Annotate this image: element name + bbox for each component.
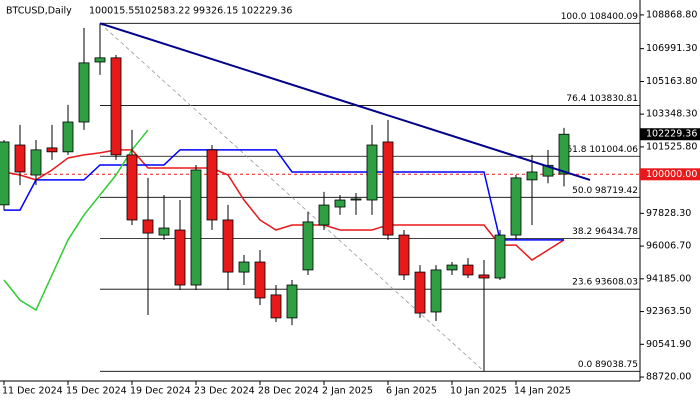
candle-body: [494, 234, 506, 279]
candle-body: [110, 57, 122, 156]
y-tick-label: 106991.30: [646, 43, 697, 54]
candle-body: [0, 141, 10, 206]
candle-body: [334, 199, 346, 208]
x-tick-label: 6 Jan 2025: [386, 386, 437, 397]
candle-body: [398, 234, 410, 276]
candle-body: [158, 227, 170, 236]
candle-body: [78, 62, 90, 123]
x-tick-label: 14 Jan 2025: [514, 386, 571, 397]
x-tick-label: 10 Jan 2025: [450, 386, 507, 397]
ohlc-low: 99326.15: [193, 6, 238, 17]
candle-body: [14, 144, 26, 173]
ohlc-close: 102229.36: [241, 6, 292, 17]
candle-body: [302, 221, 314, 271]
ohlc-open: 100015.55: [89, 6, 140, 17]
price-line-box: [640, 168, 700, 181]
indicator-line: [3, 129, 149, 312]
candle-body: [206, 149, 218, 221]
candle-body: [366, 144, 378, 201]
candle-body: [238, 261, 250, 273]
candle-body: [62, 121, 74, 153]
candle-body: [190, 169, 202, 286]
candle-body: [254, 261, 266, 299]
fib-diagonal: [99, 23, 485, 372]
last-price-label: 102229.36: [646, 129, 697, 140]
x-tick-label: 19 Dec 2024: [130, 386, 191, 397]
candle-body: [30, 149, 42, 176]
candle-body: [222, 219, 234, 273]
candle-body: [318, 204, 330, 226]
y-tick-label: 101525.80: [646, 141, 697, 152]
x-tick-label: 15 Dec 2024: [66, 386, 127, 397]
candle-body: [126, 154, 138, 221]
x-tick-label: 28 Dec 2024: [258, 386, 319, 397]
y-tick-label: 88720.00: [646, 372, 691, 383]
candle-body: [542, 164, 554, 177]
candle-body: [142, 219, 154, 234]
candle-body: [462, 264, 474, 276]
fib-label: 38.2 96434.78: [572, 227, 638, 237]
candle-body: [350, 198, 362, 201]
candle-body: [46, 147, 58, 153]
y-tick-label: 105163.80: [646, 76, 697, 87]
candle-body: [446, 264, 458, 271]
x-tick-label: 11 Dec 2024: [2, 386, 63, 397]
trendline: [99, 22, 591, 181]
candle-body: [478, 274, 490, 279]
y-tick-label: 108868.80: [646, 9, 697, 20]
candle-body: [526, 171, 538, 181]
candle-body: [94, 57, 106, 63]
fib-label: 61.8 101004.06: [566, 145, 638, 155]
indicator-line: [3, 149, 565, 261]
candle-body: [558, 133, 570, 175]
y-tick-label: 92363.50: [646, 306, 691, 317]
x-tick-label: 23 Dec 2024: [194, 386, 255, 397]
candle-body: [286, 284, 298, 319]
x-tick-label: 2 Jan 2025: [322, 386, 373, 397]
candle-body: [430, 269, 442, 313]
candle-body: [174, 229, 186, 286]
y-tick-label: 96006.70: [646, 241, 691, 252]
y-tick-label: 103348.30: [646, 109, 697, 120]
candle-body: [382, 141, 394, 236]
y-tick-label: 90541.90: [646, 339, 691, 350]
chart-title: BTCUSD,Daily: [6, 6, 72, 17]
last-price-box: [640, 128, 700, 141]
fib-label: 23.6 93608.03: [572, 278, 638, 288]
candle-body: [270, 294, 282, 319]
fib-label: 0.0 89038.75: [578, 360, 638, 370]
price-line-label: 100000.00: [646, 169, 697, 180]
fib-label: 50.0 98719.42: [572, 186, 638, 196]
fib-label: 100.0 108400.09: [561, 12, 639, 22]
indicator-line: [4, 149, 564, 241]
y-tick-label: 97828.30: [646, 208, 691, 219]
ohlc-high: 102583.22: [139, 6, 190, 17]
candle-body: [510, 177, 522, 236]
fib-label: 76.4 103830.81: [566, 94, 638, 104]
y-tick-label: 94185.00: [646, 273, 691, 284]
candle-body: [414, 271, 426, 314]
